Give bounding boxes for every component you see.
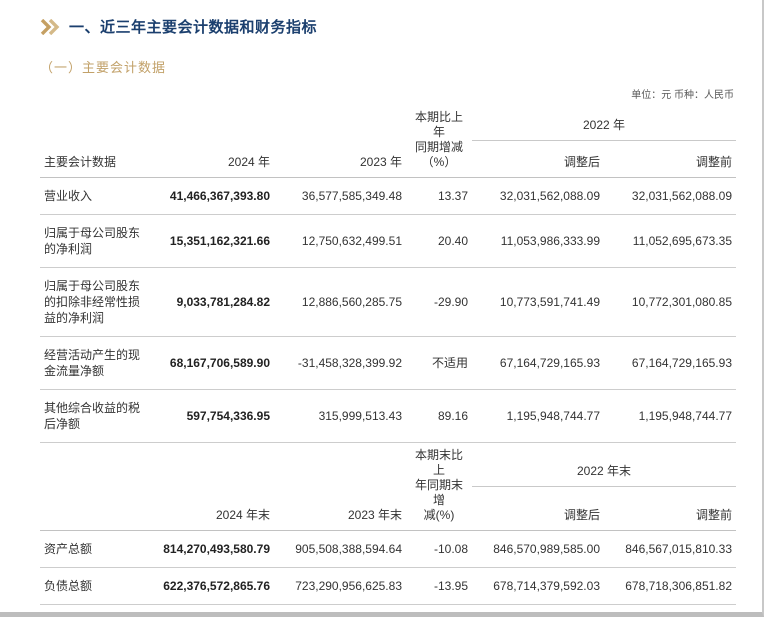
cell-c2024: 9,033,781,284.82	[176, 295, 270, 309]
cell-c2023: 179,108,366,855.48	[274, 605, 406, 613]
cell-c2024: 68,167,706,589.90	[169, 356, 270, 370]
header-adjusted-before: 调整前	[695, 508, 732, 522]
cell-label: 归属于母公司股东的净利润	[44, 226, 141, 256]
header-2022-group: 2022 年	[472, 105, 736, 142]
cell-adj_before: 165,087,200,788.97	[604, 605, 736, 613]
cell-c2024: 622,376,572,865.76	[163, 579, 270, 593]
table-header: 主要会计数据 2024 年 2023 年 本期比上年 同期增减 （%） 2022…	[40, 105, 736, 178]
section-title: 一、近三年主要会计数据和财务指标	[69, 19, 318, 36]
cell-adj_before: 678,718,306,851.82	[625, 579, 732, 593]
table-row: 其他综合收益的税后净额 597,754,336.95 315,999,513.43 8…	[40, 390, 736, 443]
cell-change: 13.37	[437, 189, 468, 203]
cell-change: -13.95	[433, 579, 468, 593]
table-row: 归属于母公司股东的净利润 15,351,162,321.66 12,750,632,…	[40, 215, 736, 268]
cell-c2024: 15,351,162,321.66	[169, 234, 270, 248]
header-adjusted-after: 调整后	[563, 508, 600, 522]
table-row: 资产总额 814,270,493,580.79 905,508,388,594.64…	[40, 531, 736, 568]
section-header: 一、近三年主要会计数据和财务指标	[40, 16, 734, 37]
cell-adj_before: 11,052,695,673.35	[632, 234, 732, 248]
cell-adj_after: 11,053,986,333.99	[500, 234, 600, 248]
header-group-row: 主要会计数据 2024 年 2023 年 本期比上年 同期增减 （%） 2022…	[40, 105, 736, 169]
header-label: 主要会计数据	[44, 155, 117, 169]
header-2024: 2024 年	[227, 155, 270, 169]
cell-label: 负债总额	[44, 579, 93, 593]
header-change-pct: 本期末比上 年同期末增 减(%)	[414, 448, 463, 522]
year-end-table: 2024 年末 2023 年末 本期末比上 年同期末增 减(%) 2022 年末…	[40, 443, 736, 613]
table-row: 负债总额 622,376,572,865.76 723,290,956,625.83…	[40, 568, 736, 605]
cell-c2023: 723,290,956,625.83	[295, 579, 402, 593]
cell-label: 归属于母公司股东的扣除非经常性损益的净利润	[44, 279, 141, 325]
header-label	[40, 443, 150, 531]
year-end-table-body: 资产总额 814,270,493,580.79 905,508,388,594.64…	[40, 531, 736, 613]
cell-c2024: 597,754,336.95	[186, 409, 270, 423]
cell-c2024: 191,673,901,895.57	[150, 605, 274, 613]
cell-change: 不适用	[431, 356, 468, 370]
cell-adj_before: 10,772,301,080.85	[631, 295, 732, 309]
cell-label: 其他综合收益的税后净额	[44, 401, 141, 431]
cell-c2023: 12,886,560,285.75	[301, 295, 402, 309]
cell-c2024: 41,466,367,393.80	[169, 189, 270, 203]
cell-change: -29.90	[433, 295, 468, 309]
cell-label: 资产总额	[44, 542, 93, 556]
cell-c2023: 36,577,585,349.48	[301, 189, 402, 203]
cell-c2023: -31,458,328,399.92	[297, 356, 402, 370]
cell-adj_before: 32,031,562,088.09	[631, 189, 732, 203]
current-period-table-body: 营业收入 41,466,367,393.80 36,577,585,349.48 13…	[40, 178, 736, 443]
header-2023-year-end: 2023 年末	[347, 508, 402, 522]
cell-label: 归属于上市公司股东的净资产	[40, 605, 150, 613]
header-change-pct: 本期比上年 同期增减 （%）	[414, 110, 463, 169]
cell-change: 7.02	[406, 605, 472, 613]
cell-adj_after: 846,570,989,585.00	[493, 542, 600, 556]
cell-adj_after: 10,773,591,741.49	[499, 295, 600, 309]
cell-change: 20.40	[437, 234, 468, 248]
table-header: 2024 年末 2023 年末 本期末比上 年同期末增 减(%) 2022 年末…	[40, 443, 736, 531]
table-row: 归属于母公司股东的扣除非经常性损益的净利润 9,033,781,284.82 12,…	[40, 268, 736, 337]
header-2023: 2023 年	[359, 155, 402, 169]
cell-adj_after: 32,031,562,088.09	[499, 189, 600, 203]
cell-c2023: 905,508,388,594.64	[295, 542, 402, 556]
cell-adj_after: 1,195,948,744.77	[506, 409, 600, 423]
cell-adj_before: 1,195,948,744.77	[638, 409, 732, 423]
current-period-table: 主要会计数据 2024 年 2023 年 本期比上年 同期增减 （%） 2022…	[40, 105, 736, 443]
header-adjusted-before: 调整前	[695, 155, 732, 169]
table-row: 营业收入 41,466,367,393.80 36,577,585,349.48 13…	[40, 178, 736, 215]
cell-label: 经营活动产生的现金流量净额	[44, 348, 141, 378]
cell-adj_after: 67,164,729,165.93	[499, 356, 600, 370]
header-adjusted-after: 调整后	[563, 155, 600, 169]
header-sub-row: 调整后 调整前	[40, 486, 736, 530]
cell-change: 89.16	[437, 409, 468, 423]
header-sub-row: 调整后 调整前	[40, 141, 736, 178]
cell-c2023: 12,750,632,499.51	[301, 234, 402, 248]
double-chevron-icon	[40, 18, 60, 35]
cell-change: -10.08	[433, 542, 468, 556]
header-2024-year-end: 2024 年末	[215, 508, 270, 522]
cell-c2023: 315,999,513.43	[318, 409, 402, 423]
cell-adj_before: 846,567,015,810.33	[625, 542, 732, 556]
header-group-row: 2024 年末 2023 年末 本期末比上 年同期末增 减(%) 2022 年末	[40, 443, 736, 522]
cell-label: 营业收入	[44, 189, 93, 203]
table-row: 经营活动产生的现金流量净额 68,167,706,589.90 -31,458,32…	[40, 337, 736, 390]
unit-note: 单位：元 币种：人民币	[631, 90, 734, 101]
table-row: 归属于上市公司股东的净资产191,673,901,895.57179,108,3…	[40, 605, 736, 613]
header-2022-year-end-group: 2022 年末	[472, 443, 736, 487]
cell-adj_after: 165,095,101,823.43	[472, 605, 604, 613]
subsection-title: （一）主要会计数据	[40, 60, 167, 75]
cell-c2024: 814,270,493,580.79	[163, 542, 270, 556]
cell-adj_before: 67,164,729,165.93	[631, 356, 732, 370]
cell-adj_after: 678,714,379,592.03	[493, 579, 600, 593]
